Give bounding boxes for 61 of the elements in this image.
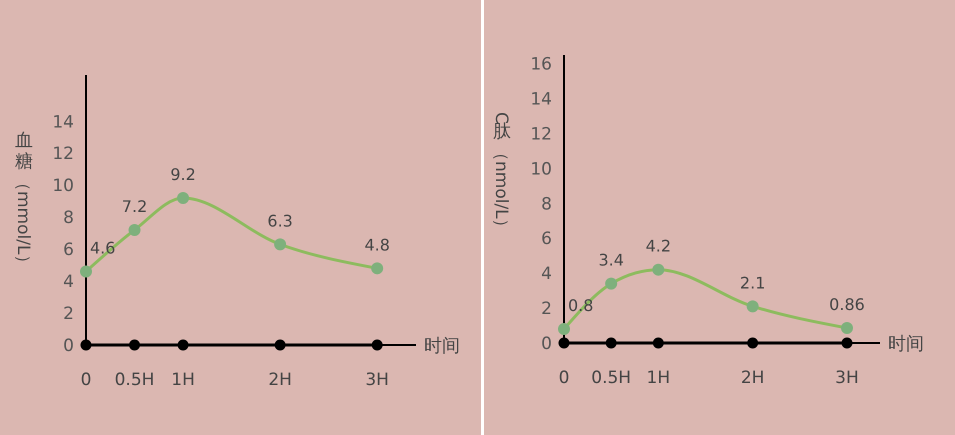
y-tick-label: 12 [530, 124, 552, 144]
x-tick-label: 0 [558, 368, 570, 388]
data-label: 7.2 [122, 196, 148, 216]
point [558, 323, 570, 336]
data-label: 6.3 [267, 211, 293, 230]
point [80, 266, 92, 278]
point [558, 338, 570, 348]
point [371, 262, 384, 274]
y-tick-label: 14 [52, 112, 74, 132]
y-tick-label: 4 [63, 272, 74, 292]
data-label: 4.2 [646, 236, 672, 256]
data-label: 2.1 [740, 273, 766, 292]
y-tick-label: 6 [541, 229, 552, 250]
y-tick-label: 0 [541, 334, 552, 354]
x-tick-label: 0.5H [591, 368, 632, 388]
data-label: 3.4 [598, 250, 624, 270]
y-tick-label: 2 [63, 304, 74, 324]
data-label: 4.8 [364, 235, 390, 254]
point [274, 238, 286, 250]
point [840, 322, 853, 334]
point [178, 340, 189, 350]
point [606, 338, 617, 348]
point [177, 192, 190, 204]
y-tick-label: 4 [541, 264, 552, 284]
y-tick-label: 0 [63, 336, 74, 356]
x-tick-label: 0.5H [114, 370, 154, 390]
y-tick-label: 10 [530, 159, 552, 180]
y-tick-label: 16 [530, 54, 552, 75]
y-tick-label: 14 [530, 90, 552, 110]
y-axis-title: 血糖（mmol/L） [13, 130, 33, 272]
point [652, 338, 664, 348]
x-tick-label: 1H [646, 368, 670, 388]
point [129, 340, 140, 350]
data-label: 0.8 [568, 296, 594, 316]
x-tick-label: 0 [80, 370, 92, 390]
x-axis-title: 时间 [888, 333, 924, 354]
point [274, 340, 286, 350]
point [128, 224, 141, 236]
y-tick-label: 8 [63, 208, 74, 228]
x-tick-label: 2H [740, 368, 764, 388]
y-tick-label: 8 [541, 194, 552, 214]
y-tick-label: 10 [52, 176, 74, 196]
point [841, 338, 852, 348]
y-tick-label: 12 [52, 144, 74, 164]
point [652, 264, 664, 276]
point [746, 300, 759, 312]
data-label: 0.86 [829, 294, 865, 314]
x-axis-title: 时间 [424, 335, 460, 356]
y-axis-title: C肽（nmol/L） [491, 112, 511, 236]
y-tick-label: 2 [541, 299, 552, 320]
point [605, 278, 618, 290]
data-label: 4.6 [90, 238, 116, 258]
x-tick-label: 1H [171, 370, 195, 390]
y-tick-label: 6 [63, 240, 74, 260]
point [372, 340, 383, 350]
x-tick-label: 3H [365, 370, 389, 390]
point [747, 338, 758, 348]
x-tick-label: 2H [268, 370, 292, 390]
point [80, 340, 92, 350]
data-label: 9.2 [170, 165, 196, 184]
x-tick-label: 3H [835, 368, 859, 388]
